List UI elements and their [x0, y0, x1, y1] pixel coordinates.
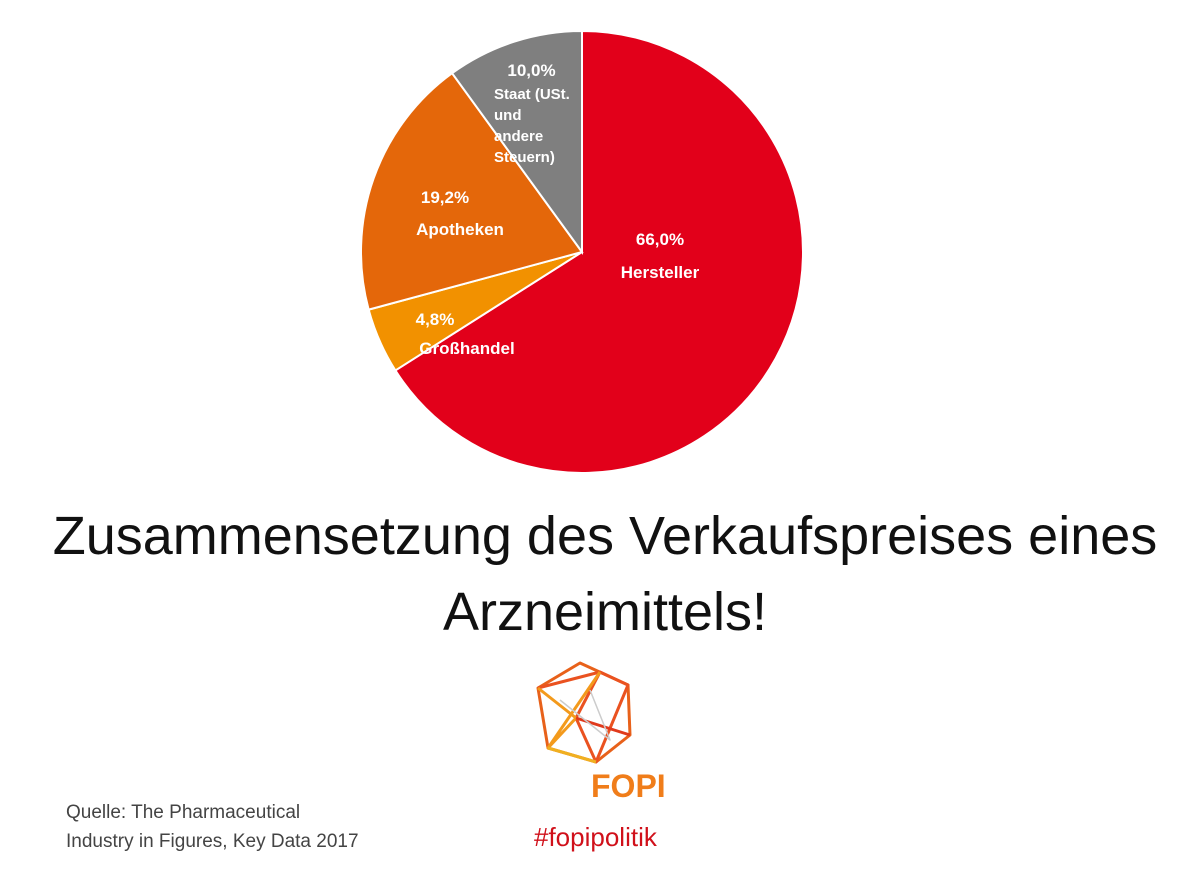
- hashtag: #fopipolitik: [534, 822, 657, 852]
- chart-title: Zusammensetzung des Verkaufspreises eine…: [52, 506, 1158, 642]
- slice-label: Staat (USt. und andere Steuern): [494, 86, 570, 166]
- pie-slice: [450, 29, 583, 256]
- value-label: 10,0%: [507, 61, 556, 80]
- value-label: 4,8%: [415, 310, 455, 329]
- pie-slice: [360, 71, 584, 311]
- slice-label: Hersteller: [620, 263, 700, 282]
- source-note: Quelle: The Pharmaceutical Industry in F…: [66, 802, 359, 852]
- value-label: 19,2%: [420, 188, 470, 207]
- slice-label: Großhandel: [419, 339, 515, 358]
- value-label: 66,0%: [635, 230, 685, 249]
- slice-label: Apotheken: [416, 220, 504, 239]
- logo-icon: [536, 661, 632, 764]
- logo-text: FOPI: [591, 768, 666, 804]
- pie-slice: [394, 29, 804, 474]
